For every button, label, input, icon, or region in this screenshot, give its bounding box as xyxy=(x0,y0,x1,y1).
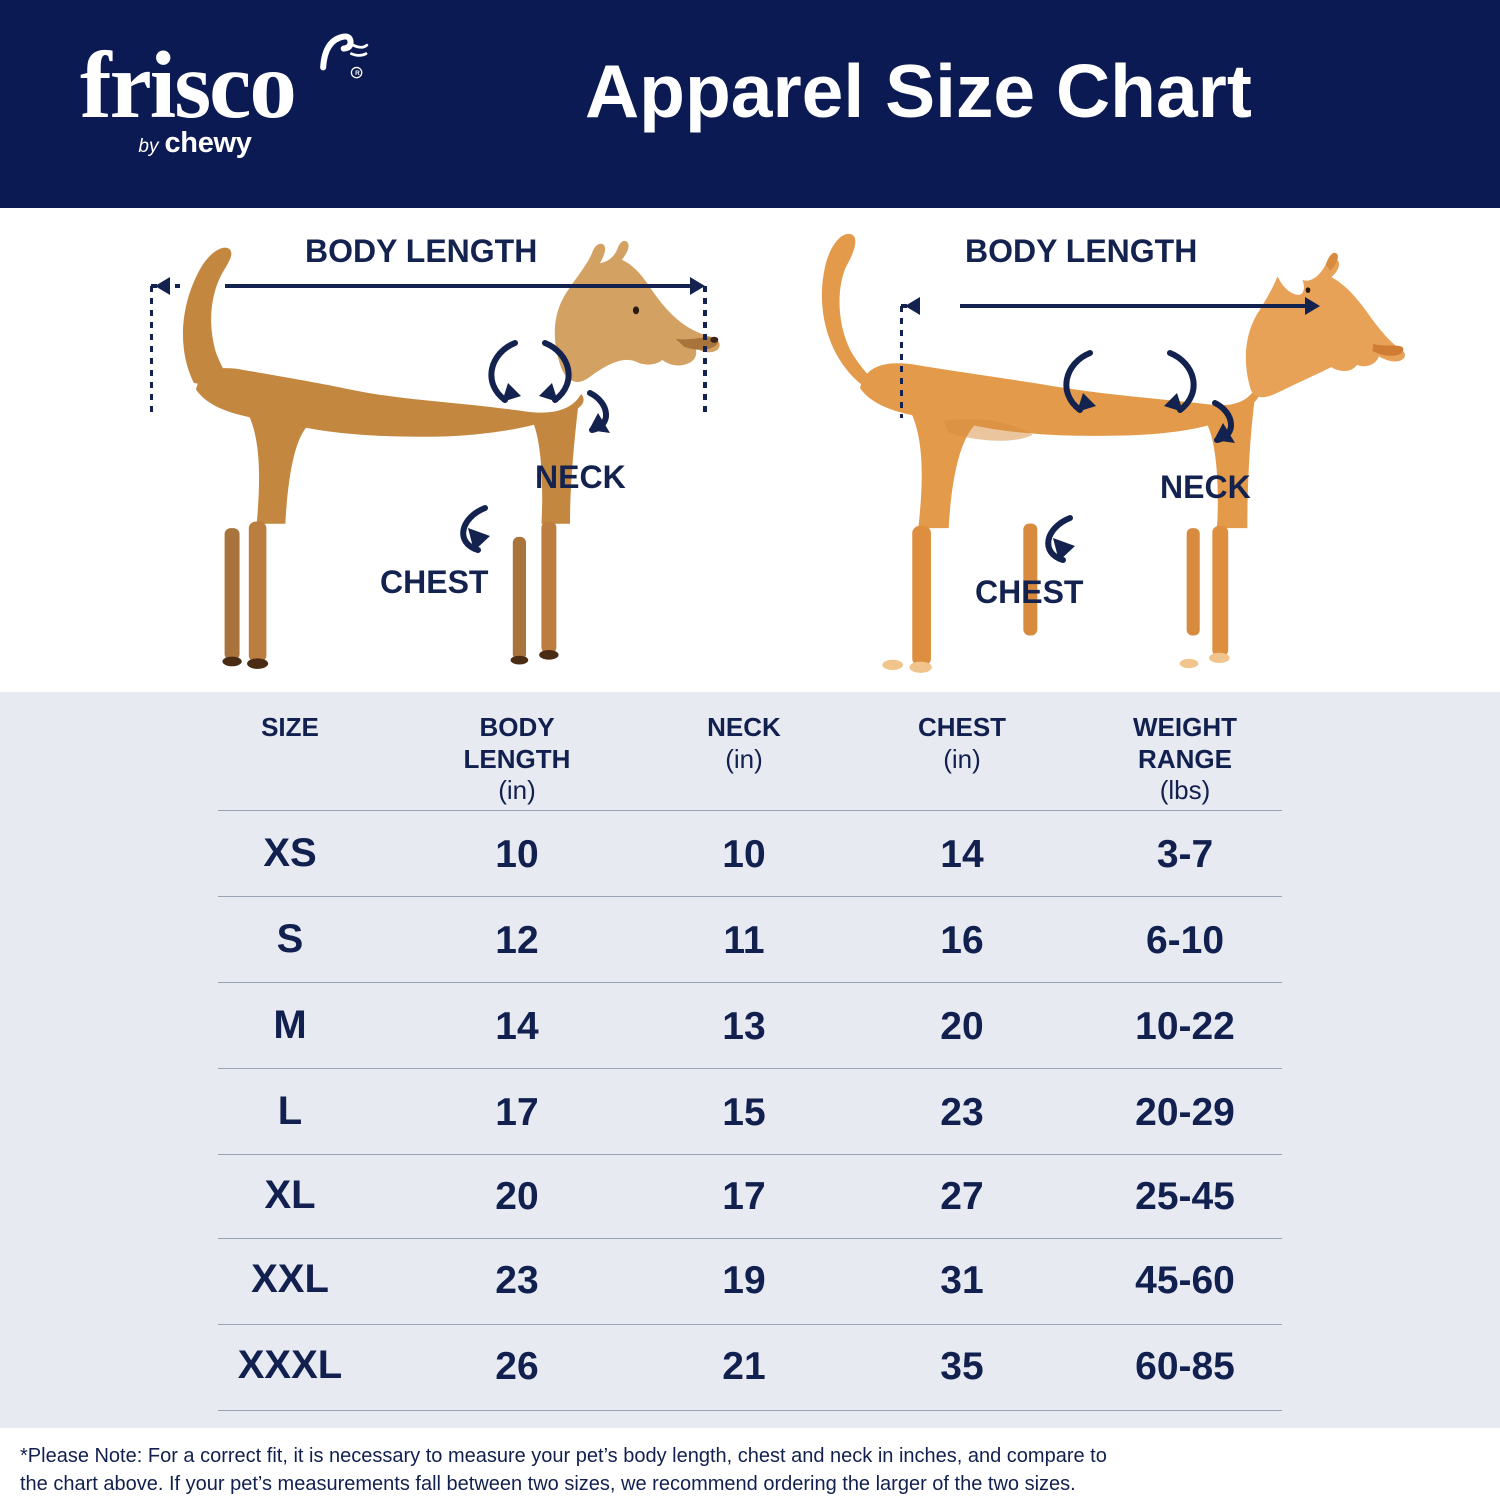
svg-text:R: R xyxy=(355,70,360,77)
svg-text:NECK: NECK xyxy=(1160,469,1251,505)
svg-text:CHEST: CHEST xyxy=(975,574,1084,608)
svg-text:NECK: NECK xyxy=(535,459,626,495)
svg-text:BODY LENGTH: BODY LENGTH xyxy=(305,233,537,269)
svg-text:CHEST: CHEST xyxy=(380,564,489,598)
svg-text:BODY LENGTH: BODY LENGTH xyxy=(965,233,1197,269)
